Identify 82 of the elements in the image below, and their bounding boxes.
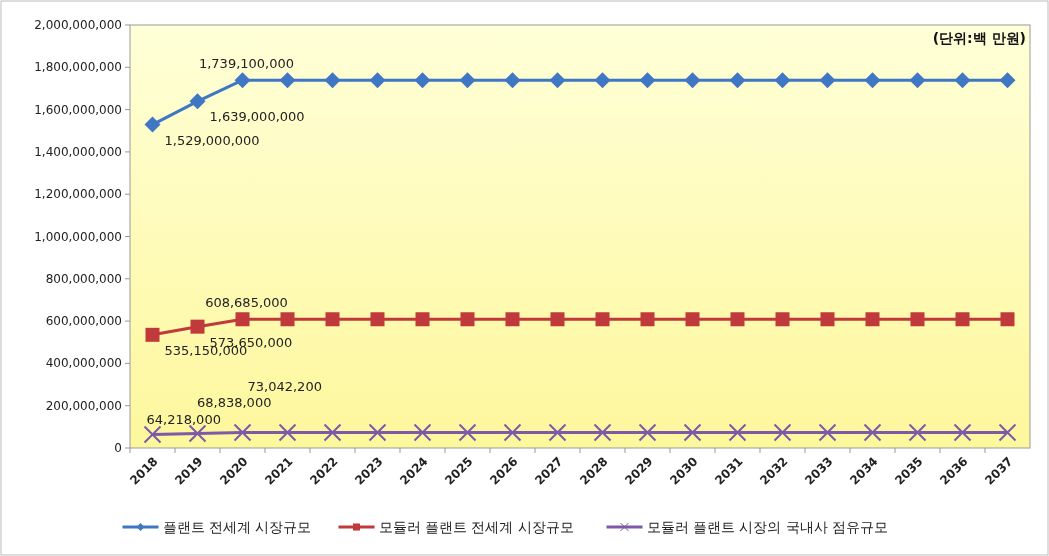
y-tick-label: 1,000,000,000	[34, 229, 122, 244]
point	[189, 93, 206, 110]
point	[325, 312, 340, 327]
point	[773, 423, 792, 442]
point	[953, 423, 972, 442]
legend-label: 플랜트 전세계 시장규모	[162, 519, 312, 535]
point	[909, 72, 926, 89]
data-label: 68,838,000	[197, 395, 272, 411]
point	[233, 423, 252, 442]
y-tick-label: 1,800,000,000	[34, 60, 122, 75]
point	[730, 312, 745, 327]
point	[864, 72, 881, 89]
data-label: 73,042,200	[247, 378, 322, 394]
y-tick-label: 2,000,000,000	[34, 18, 122, 32]
point	[145, 327, 160, 342]
point	[819, 72, 836, 89]
point	[549, 72, 566, 89]
point	[639, 72, 656, 89]
point	[548, 423, 567, 442]
point	[188, 424, 207, 443]
point	[280, 312, 295, 327]
point	[143, 425, 162, 444]
y-tick-label: 800,000,000	[45, 271, 122, 286]
point	[504, 72, 521, 89]
point	[278, 423, 297, 442]
point	[190, 319, 205, 334]
data-label: 64,218,000	[146, 412, 221, 428]
point	[910, 312, 925, 327]
legend-label: 모듈러 플랜트 시장의 국내사 점유규모	[646, 519, 889, 535]
point	[685, 312, 700, 327]
point	[774, 72, 791, 89]
point	[368, 423, 387, 442]
data-label: 1,639,000,000	[209, 109, 305, 125]
point	[865, 312, 880, 327]
point	[458, 423, 477, 442]
point	[863, 423, 882, 442]
point	[999, 72, 1016, 89]
point	[775, 312, 790, 327]
y-tick-label: 400,000,000	[45, 356, 122, 371]
annotation: (단위:백 만원)	[932, 30, 1026, 46]
point	[414, 72, 431, 89]
point	[279, 72, 296, 89]
point	[640, 312, 655, 327]
point	[594, 72, 611, 89]
legend-label: 모듈러 플랜트 전세계 시장규모	[378, 519, 574, 535]
point	[323, 423, 342, 442]
point	[144, 116, 161, 133]
point	[503, 423, 522, 442]
data-label: 1,739,100,000	[198, 56, 295, 72]
point	[370, 312, 385, 327]
y-tick-label: 1,200,000,000	[34, 187, 122, 202]
point	[638, 423, 657, 442]
point	[684, 72, 701, 89]
y-tick-label: 200,000,000	[45, 398, 122, 413]
point	[908, 423, 927, 442]
point	[818, 423, 837, 442]
point	[998, 423, 1017, 442]
point	[595, 312, 610, 327]
point	[505, 312, 520, 327]
point	[460, 312, 475, 327]
point	[413, 423, 432, 442]
point	[324, 72, 341, 89]
data-label: 1,529,000,000	[164, 132, 260, 148]
point	[1000, 312, 1015, 327]
point	[820, 312, 835, 327]
point	[955, 312, 970, 327]
point	[459, 72, 476, 89]
point	[550, 312, 565, 327]
point	[234, 72, 251, 89]
point	[369, 72, 386, 89]
point	[415, 312, 430, 327]
point	[729, 72, 746, 89]
y-tick-label: 1,400,000,000	[34, 144, 122, 159]
point	[683, 423, 702, 442]
y-tick-label: 0	[114, 441, 122, 455]
point	[954, 72, 971, 89]
point	[728, 423, 747, 442]
y-tick-label: 1,600,000,000	[34, 102, 122, 117]
y-tick-label: 600,000,000	[45, 314, 122, 329]
point	[235, 312, 250, 327]
point	[593, 423, 612, 442]
data-label: 608,685,000	[205, 295, 288, 311]
